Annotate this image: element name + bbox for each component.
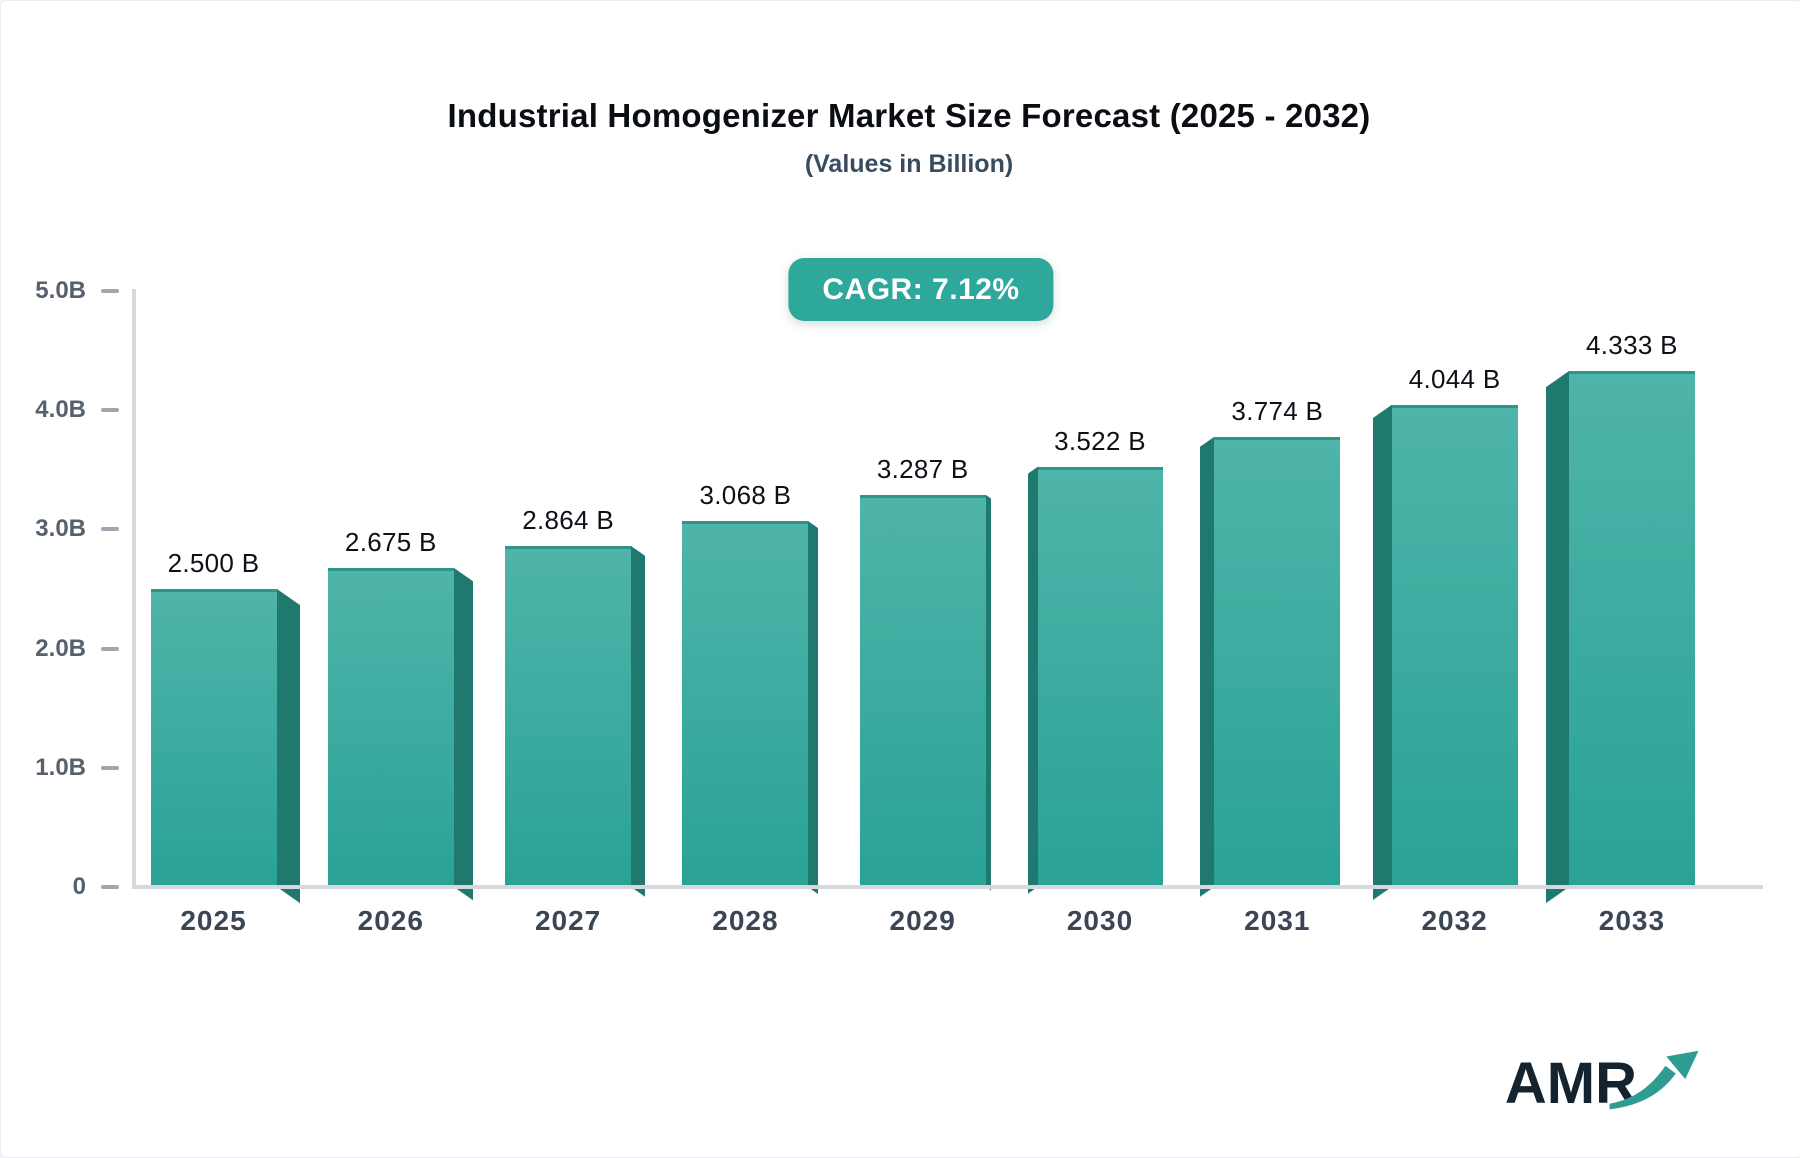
- bar-2030: 3.522 B: [1027, 426, 1163, 894]
- y-tick-dash: [101, 408, 119, 413]
- x-tick-label-2029: 2029: [889, 905, 956, 936]
- x-tick-label-2025: 2025: [180, 905, 247, 936]
- chart-subtitle: (Values in Billion): [804, 150, 1014, 178]
- bar-2029: 3.287 B: [859, 454, 991, 891]
- x-tick-label-2031: 2031: [1244, 905, 1311, 936]
- y-tick-label: 3.0B: [35, 515, 86, 543]
- bar-value-label: 3.068 B: [699, 480, 792, 511]
- bar-value-label: 4.333 B: [1586, 329, 1678, 360]
- bar-value-label: 3.522 B: [1054, 426, 1146, 457]
- cagr-badge: CAGR: 7.12%: [788, 258, 1054, 321]
- bar-front-face: [1391, 404, 1518, 887]
- bar-2025: 2.500 B: [150, 548, 300, 904]
- bar-front-face: [1214, 437, 1341, 887]
- bar-front-face: [682, 521, 809, 887]
- y-tick-dash: [101, 527, 119, 532]
- bar-value-label: 2.675 B: [344, 527, 437, 558]
- y-tick-label: 2.0B: [35, 634, 86, 662]
- y-tick-dash: [101, 646, 119, 651]
- bar-front-face: [327, 568, 454, 887]
- y-tick-label: 1.0B: [35, 753, 86, 781]
- bar-side-face: [808, 521, 818, 894]
- bar-front-face: [150, 589, 277, 887]
- chart-title: Industrial Homogenizer Market Size Forec…: [447, 97, 1371, 134]
- y-tick-label: 5.0B: [35, 277, 86, 304]
- x-tick-label-2032: 2032: [1421, 905, 1488, 936]
- bar-2027: 2.864 B: [505, 505, 646, 897]
- bar-side-face: [276, 589, 300, 904]
- x-axis-baseline: [132, 885, 1763, 889]
- x-tick-label-2026: 2026: [357, 905, 424, 936]
- x-tick-label-2028: 2028: [712, 905, 779, 936]
- bar-value-label: 3.774 B: [1231, 396, 1324, 427]
- bar-front-face: [1568, 370, 1695, 887]
- bar-side-face: [631, 545, 646, 897]
- plot-area: 5.0B 4.0B 3.0B 2.0B 1.0B 0 2.500 B 2025 2.675 B 2…: [35, 277, 1763, 936]
- bar-side-face: [1545, 370, 1569, 904]
- bar-value-label: 4.044 B: [1408, 363, 1501, 394]
- bar-2032: 4.044 B: [1373, 364, 1518, 900]
- bar-2026: 2.675 B: [327, 527, 473, 900]
- growth-arrow-icon: [1609, 1050, 1699, 1110]
- bar-side-face: [1373, 404, 1392, 900]
- bar-front-face: [859, 495, 986, 887]
- y-tick-dash: [101, 289, 119, 293]
- bar-side-face: [1027, 467, 1037, 894]
- y-axis-line: [132, 289, 136, 889]
- bar-value-label: 3.287 B: [876, 454, 969, 485]
- bar-side-face: [985, 495, 991, 891]
- y-tick-label: 4.0B: [35, 396, 86, 424]
- bar-2028: 3.068 B: [682, 480, 818, 894]
- bar-value-label: 2.864 B: [522, 504, 614, 535]
- bar-2031: 3.774 B: [1200, 396, 1341, 897]
- x-tick-label-2030: 2030: [1066, 905, 1134, 936]
- x-tick-label-2033: 2033: [1598, 905, 1666, 936]
- y-tick-label: 0: [72, 873, 86, 900]
- bar-value-label: 2.500 B: [167, 548, 260, 578]
- bar-front-face: [505, 545, 632, 887]
- bar-front-face: [1037, 467, 1163, 887]
- y-tick-dash: [101, 885, 119, 889]
- bar-side-face: [1200, 437, 1215, 897]
- x-tick-label-2027: 2027: [534, 905, 602, 936]
- bar-side-face: [453, 568, 473, 900]
- amr-logo: AMR: [1505, 1047, 1703, 1113]
- bar-2033: 4.333 B: [1545, 330, 1695, 904]
- y-tick-dash: [101, 765, 119, 770]
